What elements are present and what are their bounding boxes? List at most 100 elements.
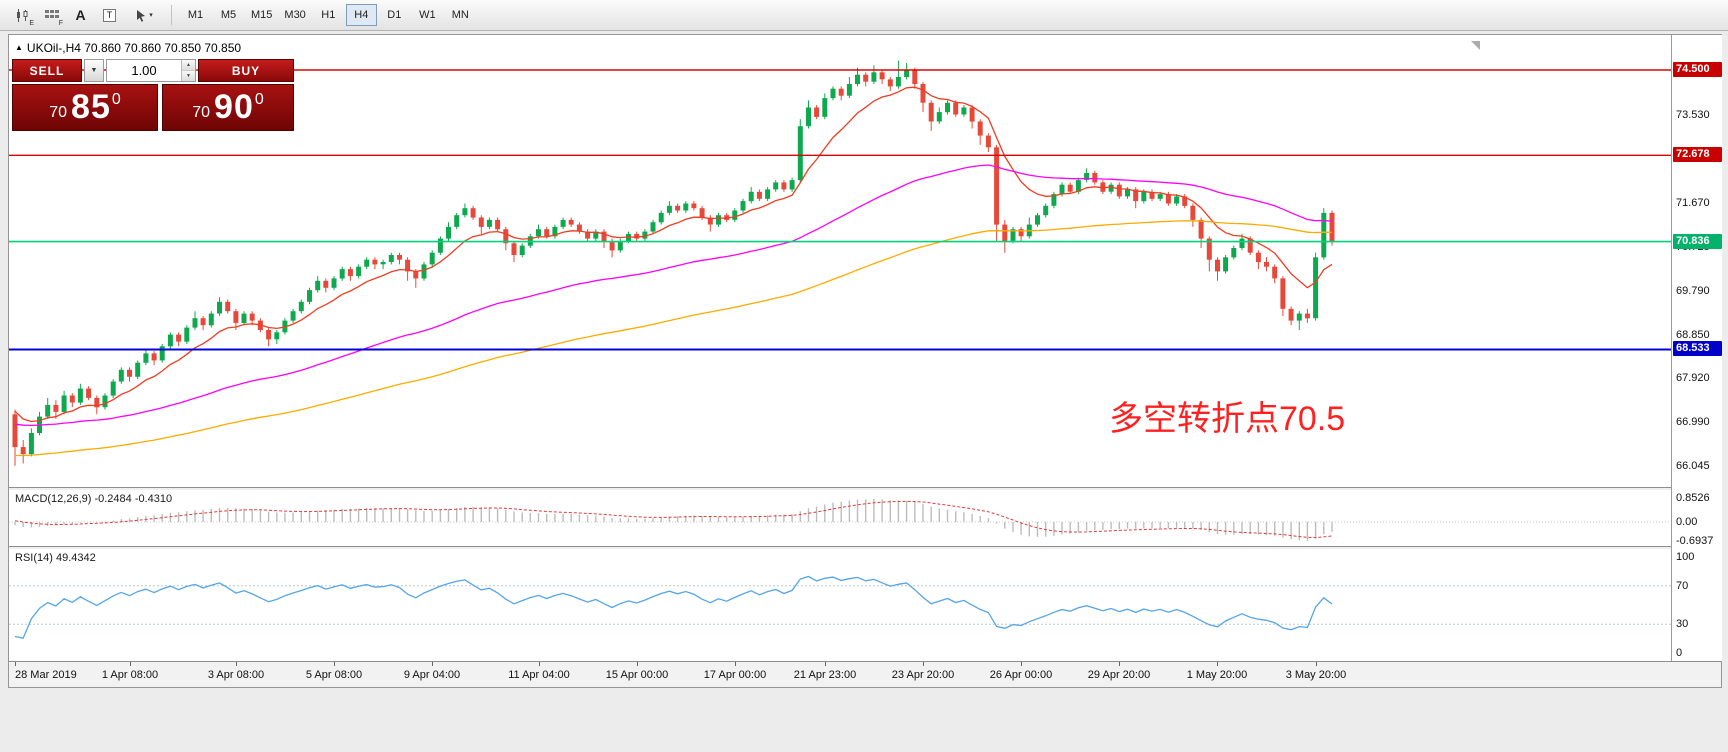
main-chart-pane[interactable]: ▲ UKOil-,H4 70.860 70.860 70.850 70.850 S… bbox=[9, 35, 1671, 487]
time-axis-label: 17 Apr 00:00 bbox=[703, 669, 767, 681]
symbol-ohlc-info: ▲ UKOil-,H4 70.860 70.860 70.850 70.850 bbox=[15, 41, 241, 55]
symbol-ohlc-text: UKOil-,H4 70.860 70.860 70.850 70.850 bbox=[26, 41, 242, 55]
time-axis-tick bbox=[825, 662, 826, 666]
time-axis-label: 3 Apr 08:00 bbox=[207, 669, 265, 681]
time-axis-label: 29 Apr 20:00 bbox=[1087, 669, 1151, 681]
time-axis-tick bbox=[130, 662, 131, 666]
sell-price-sup: 0 bbox=[111, 91, 121, 108]
axis-tick-label: 67.920 bbox=[1676, 372, 1710, 384]
time-axis-label: 28 Mar 2019 bbox=[15, 669, 77, 681]
timeframe-d1[interactable]: D1 bbox=[379, 4, 410, 26]
timeframe-h4[interactable]: H4 bbox=[345, 4, 377, 26]
text-box-icon[interactable]: T bbox=[96, 3, 123, 27]
timeframe-m5[interactable]: M5 bbox=[213, 4, 244, 26]
letter-a-glyph: A bbox=[75, 7, 86, 23]
macd-label: MACD(12,26,9) -0.2484 -0.4310 bbox=[15, 493, 173, 505]
quantity-value: 1.00 bbox=[131, 63, 157, 78]
time-axis-tick bbox=[1119, 662, 1120, 666]
time-axis-tick bbox=[15, 662, 16, 666]
one-click-trading-panel: SELL ▼ 1.00 ▲ ▼ BUY 70 85 0 70 90 0 bbox=[12, 59, 296, 131]
pane-splitter[interactable] bbox=[9, 487, 1721, 490]
time-axis-tick bbox=[735, 662, 736, 666]
chart-shift-marker-icon[interactable] bbox=[1471, 41, 1480, 50]
time-axis-tick bbox=[923, 662, 924, 666]
candlestick-chart-canvas[interactable] bbox=[9, 35, 1671, 487]
time-axis-label: 3 May 20:00 bbox=[1285, 669, 1347, 681]
chevron-down-icon: ▾ bbox=[149, 12, 153, 19]
axis-tick-label: 66.045 bbox=[1676, 460, 1710, 472]
buy-price-display[interactable]: 70 90 0 bbox=[162, 84, 294, 131]
price-tag: 68.533 bbox=[1673, 341, 1722, 356]
time-axis-tick bbox=[432, 662, 433, 666]
axis-tick-label: 69.790 bbox=[1676, 285, 1710, 297]
time-axis-label: 11 Apr 04:00 bbox=[508, 669, 570, 681]
quantity-stepper: ▲ ▼ bbox=[181, 60, 195, 81]
timeframe-m1[interactable]: M1 bbox=[180, 4, 211, 26]
time-axis-label: 26 Apr 00:00 bbox=[989, 669, 1053, 681]
time-axis-tick bbox=[637, 662, 638, 666]
rsi-label: RSI(14) 49.4342 bbox=[15, 552, 96, 564]
price-tag: 72.678 bbox=[1673, 147, 1722, 162]
axis-tick-label: 100 bbox=[1676, 551, 1695, 563]
rsi-chart-canvas[interactable] bbox=[9, 549, 1671, 661]
letter-t-glyph: T bbox=[103, 8, 116, 22]
rsi-pane[interactable]: RSI(14) 49.4342 bbox=[9, 549, 1671, 661]
grid-glyph bbox=[44, 10, 59, 18]
buy-price-prefix: 70 bbox=[192, 103, 211, 121]
timeframe-group: M1 M5 M15 M30 H1 H4 D1 W1 MN bbox=[179, 4, 477, 26]
time-axis-label: 23 Apr 20:00 bbox=[891, 669, 955, 681]
time-axis-label: 1 Apr 08:00 bbox=[101, 669, 159, 681]
candle-chart-glyph bbox=[16, 8, 27, 22]
chart-window: ▲ UKOil-,H4 70.860 70.860 70.850 70.850 S… bbox=[8, 34, 1722, 688]
quantity-decrease-button[interactable]: ▼ bbox=[182, 71, 195, 81]
time-axis[interactable]: 28 Mar 2019 1 Apr 08:00 3 Apr 08:00 5 Apr 0… bbox=[9, 661, 1721, 687]
pane-splitter[interactable] bbox=[9, 546, 1721, 549]
time-axis-tick bbox=[1217, 662, 1218, 666]
sell-price-prefix: 70 bbox=[49, 103, 68, 121]
sell-button[interactable]: SELL bbox=[12, 59, 82, 82]
axis-tick-label: 0.8526 bbox=[1676, 492, 1710, 504]
timeframe-m15[interactable]: M15 bbox=[246, 4, 277, 26]
macd-chart-canvas[interactable] bbox=[9, 490, 1671, 546]
timeframe-m30[interactable]: M30 bbox=[279, 4, 310, 26]
price-axis[interactable]: 73.53071.67070.72369.79068.85067.92066.9… bbox=[1671, 35, 1722, 661]
time-axis-tick bbox=[334, 662, 335, 666]
time-axis-label: 15 Apr 00:00 bbox=[605, 669, 669, 681]
time-axis-tick bbox=[1316, 662, 1317, 666]
price-tag: 70.836 bbox=[1673, 234, 1722, 249]
axis-tick-label: 30 bbox=[1676, 618, 1689, 630]
cursor-arrow-glyph bbox=[137, 9, 146, 22]
axis-tick-label: 73.530 bbox=[1676, 109, 1710, 121]
quantity-field[interactable]: 1.00 ▲ ▼ bbox=[106, 59, 196, 82]
time-axis-label: 5 Apr 08:00 bbox=[305, 669, 363, 681]
grid-profile-icon[interactable]: F bbox=[38, 3, 65, 27]
cursor-tool-icon[interactable]: ▾ bbox=[125, 3, 163, 27]
time-axis-tick bbox=[236, 662, 237, 666]
buy-price-big: 90 bbox=[214, 88, 254, 126]
time-axis-label: 9 Apr 04:00 bbox=[403, 669, 461, 681]
quantity-dropdown-button[interactable]: ▼ bbox=[84, 59, 104, 82]
icon-subscript: F bbox=[58, 20, 63, 27]
timeframe-mn[interactable]: MN bbox=[445, 4, 476, 26]
timeframe-h1[interactable]: H1 bbox=[313, 4, 344, 26]
sell-price-display[interactable]: 70 85 0 bbox=[12, 84, 158, 131]
timeframe-w1[interactable]: W1 bbox=[412, 4, 443, 26]
price-tag: 74.500 bbox=[1673, 62, 1722, 77]
candle-chart-icon[interactable]: E bbox=[9, 3, 36, 27]
chart-text-annotation: 多空转折点70.5 bbox=[1109, 400, 1346, 438]
axis-tick-label: 0 bbox=[1676, 647, 1683, 659]
axis-tick-label: -0.6937 bbox=[1676, 535, 1714, 547]
time-axis-tick bbox=[1021, 662, 1022, 666]
buy-button[interactable]: BUY bbox=[198, 59, 294, 82]
toolbar-separator bbox=[171, 5, 172, 25]
time-axis-label: 1 May 20:00 bbox=[1186, 669, 1248, 681]
sell-price-big: 85 bbox=[71, 88, 111, 126]
buy-price-sup: 0 bbox=[254, 91, 264, 108]
time-axis-label: 21 Apr 23:00 bbox=[793, 669, 857, 681]
macd-pane[interactable]: MACD(12,26,9) -0.2484 -0.4310 bbox=[9, 490, 1671, 546]
quantity-increase-button[interactable]: ▲ bbox=[182, 60, 195, 71]
axis-tick-label: 0.00 bbox=[1676, 516, 1698, 528]
text-label-icon[interactable]: A bbox=[67, 3, 94, 27]
axis-tick-label: 71.670 bbox=[1676, 197, 1710, 209]
axis-tick-label: 66.990 bbox=[1676, 416, 1710, 428]
